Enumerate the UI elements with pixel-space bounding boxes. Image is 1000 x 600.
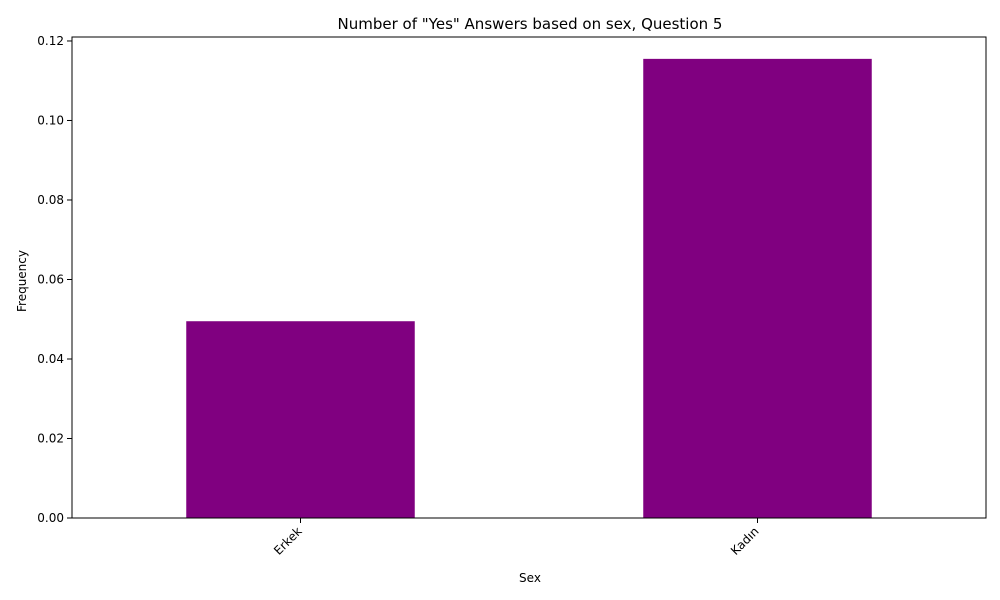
plot-area: Erkek Kadın 0.00 0.02 0.04 0.06 0.08 0.10 0.12 (37, 34, 987, 558)
chart-title: Number of "Yes" Answers based on sex, Qu… (338, 15, 723, 33)
y-axis-label: Frequency (15, 250, 29, 312)
y-tick-label: 0.02 (37, 431, 64, 445)
plot-frame (71, 36, 987, 519)
y-tick-label: 0.10 (37, 113, 64, 127)
y-tick-label: 0.12 (37, 34, 64, 48)
x-tick-label: Kadın (728, 524, 762, 558)
y-tick-label: 0.06 (37, 272, 64, 286)
y-tick-label: 0.00 (37, 511, 64, 525)
x-tick-label: Erkek (271, 524, 305, 558)
bar-kadın (643, 58, 872, 518)
x-axis-label: Sex (519, 571, 541, 585)
y-tick-label: 0.04 (37, 352, 64, 366)
y-tick-label: 0.08 (37, 193, 64, 207)
bar-erkek (186, 321, 415, 518)
